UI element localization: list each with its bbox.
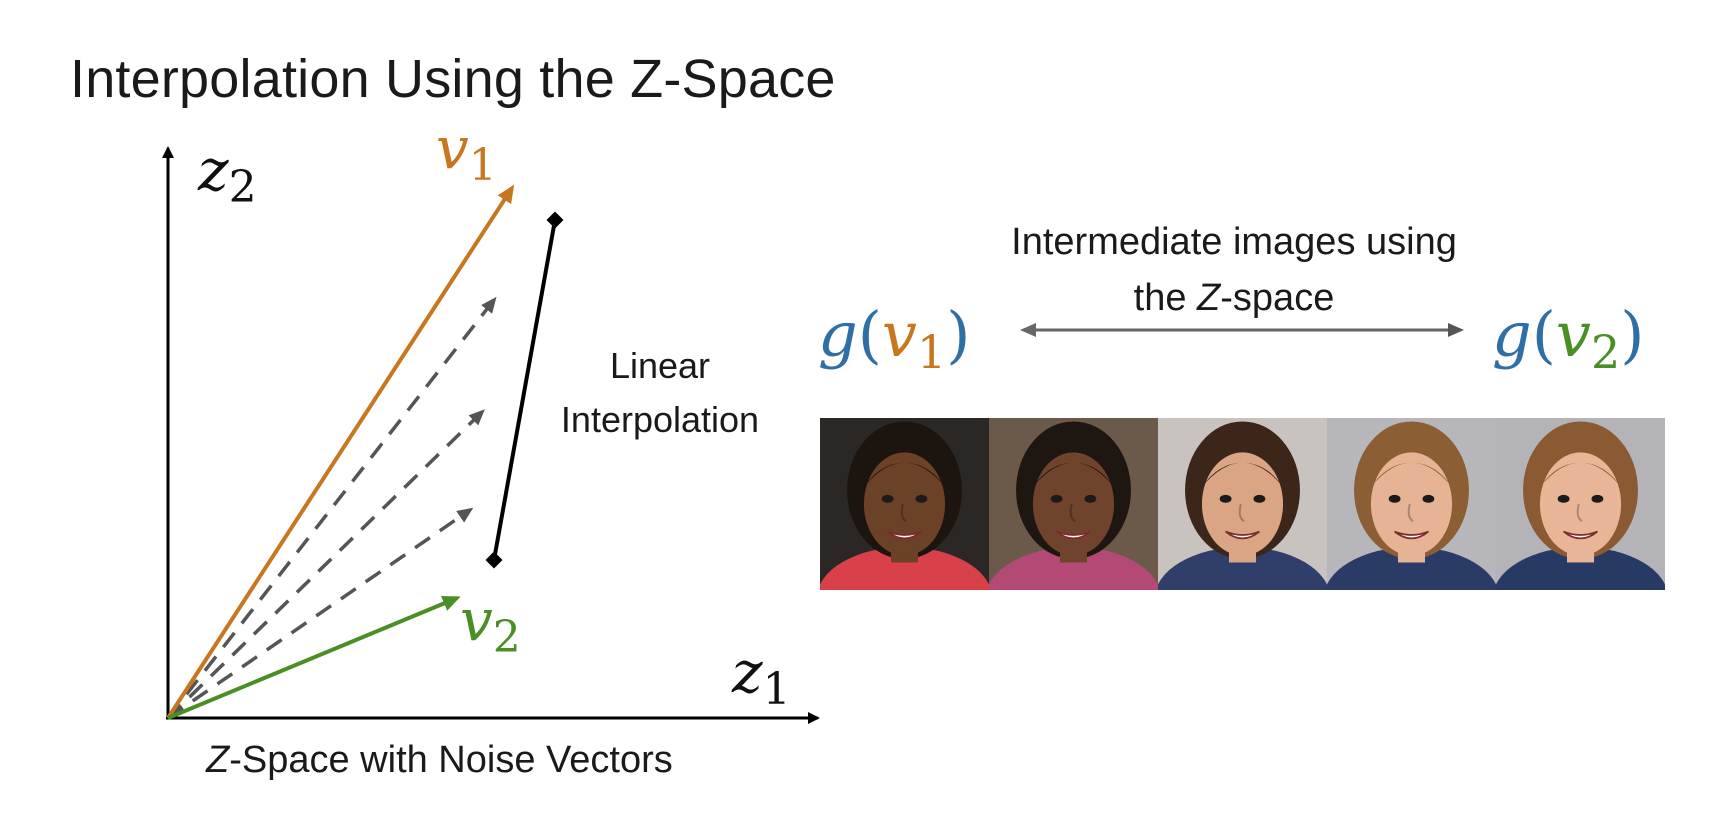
face-3 [1158,418,1327,590]
vector-v1 [166,184,515,720]
slide-title: Interpolation Using the Z-Space [70,49,836,109]
v1-label: v1 [436,114,497,191]
interpolated-faces-strip [820,418,1665,590]
face-5 [1496,418,1665,590]
interp-vector-3 [167,507,474,720]
arrow-left-head [1020,323,1036,337]
diagram-caption: Z-Space with Noise Vectors [205,739,673,781]
g-v2-label: g(v2) [1492,298,1644,379]
face-4 [1327,418,1496,590]
face-2 [989,418,1158,590]
z1-label: z1 [731,638,791,715]
linear-label: Linear [610,345,710,386]
interpolation-segment [492,219,557,561]
face-1 [820,418,989,590]
vector-v2 [167,595,461,720]
intermediate-label-line2: the Z-space [1134,277,1335,319]
z2-label: z2 [197,136,257,213]
segment-endpoint-top [546,211,564,229]
g-v1-label: g(v1) [818,298,970,379]
interp-vector-1 [166,296,497,720]
interp-vector-2 [166,409,485,720]
interpolation-label: Interpolation [561,399,759,440]
segment-endpoint-bottom [485,551,503,569]
intermediate-label-line1: Intermediate images using [1011,221,1457,263]
v2-label: v2 [460,586,521,663]
